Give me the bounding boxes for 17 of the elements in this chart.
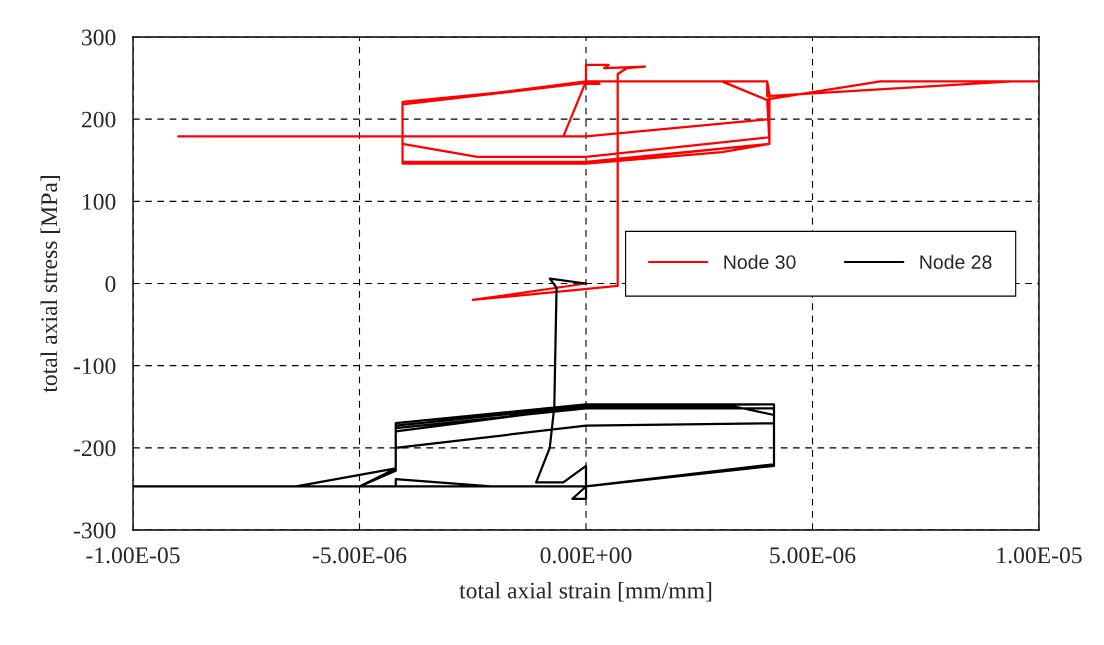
x-tick-label: 5.00E-06 <box>770 547 856 564</box>
y-tick-label: 300 <box>82 29 116 46</box>
x-tick-label: 1.00E-05 <box>997 547 1082 564</box>
legend-label: Node 28 <box>920 254 992 269</box>
y-tick-label: 200 <box>81 111 116 128</box>
y-tick-label: -300 <box>73 522 116 539</box>
x-tick-label: -5.00E-06 <box>312 547 407 564</box>
x-axis-title: total axial strain [mm/mm] <box>459 581 712 602</box>
legend-label: Node 30 <box>724 254 796 269</box>
y-axis-title: total axial stress [MPa] <box>40 176 61 393</box>
y-tick-label: -100 <box>73 358 116 375</box>
y-tick-label: 100 <box>82 193 116 210</box>
line-series <box>177 63 1039 302</box>
y-tick-label: 0 <box>105 275 116 292</box>
y-tick-label: -200 <box>73 440 116 457</box>
x-tick-label: -1.00E-05 <box>86 547 180 564</box>
x-tick-label: 0.00E+00 <box>540 547 632 564</box>
